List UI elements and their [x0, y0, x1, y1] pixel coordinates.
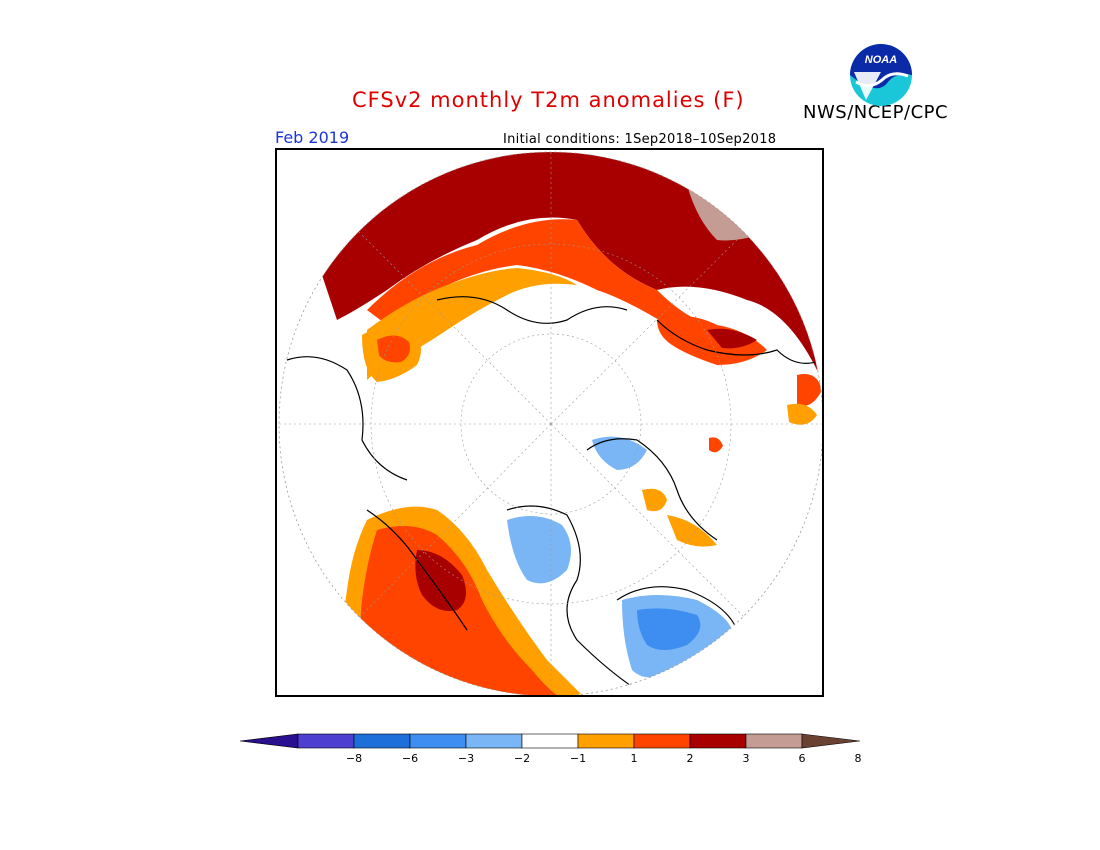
alaska-spot: [709, 437, 723, 453]
scandinavia-warm-core: [377, 335, 410, 363]
noaa-logo: NOAA: [848, 42, 914, 108]
legend-tick-label: −1: [569, 752, 587, 765]
legend-box: [689, 733, 747, 749]
coastlines: [286, 296, 822, 691]
initial-conditions: Initial conditions: 1Sep2018–10Sep2018: [503, 132, 777, 147]
legend-box: [633, 733, 691, 749]
graticule: [279, 152, 822, 695]
legend-arrow-high: [801, 733, 861, 749]
legend-tick-label: 8: [854, 752, 862, 765]
legend-box: [465, 733, 523, 749]
agency-credit: NWS/NCEP/CPC: [803, 102, 949, 123]
legend-tick-label: 3: [742, 752, 750, 765]
bering-warm-2: [787, 403, 817, 425]
nova-scotia-warm: [667, 515, 717, 547]
noaa-logo-text: NOAA: [865, 54, 897, 66]
legend-arrow-low: [239, 733, 299, 749]
legend-box: [577, 733, 635, 749]
north-pacific-dark: [707, 328, 757, 349]
color-legend: [239, 732, 861, 752]
legend-box: [521, 733, 579, 749]
legend-box: [297, 733, 355, 749]
canadian-archipelago-cool: [507, 516, 571, 584]
legend-tick-label: −2: [513, 752, 531, 765]
legend-tick-label: 6: [798, 752, 806, 765]
legend-tick-label: 1: [630, 752, 638, 765]
hudson-bay-cool-core: [637, 608, 701, 650]
legend-tick-label: −6: [401, 752, 419, 765]
bering-warm: [797, 374, 822, 406]
polar-map: [275, 148, 824, 697]
legend-box: [409, 733, 467, 749]
anomaly-field: [279, 152, 822, 695]
chart-title: CFSv2 monthly T2m anomalies (F): [352, 88, 745, 112]
north-pacific-warm: [657, 316, 767, 365]
legend-tick-label: 2: [686, 752, 694, 765]
legend-box: [745, 733, 803, 749]
greenland-cool: [592, 436, 647, 470]
western-canada-dark: [415, 550, 466, 611]
legend-box: [353, 733, 411, 749]
legend-tick-label: −3: [457, 752, 475, 765]
valid-month: Feb 2019: [275, 128, 350, 147]
legend-tick-label: −8: [345, 752, 363, 765]
eurasia-yellow-band: [367, 268, 577, 380]
greenland-warm-edge: [642, 488, 667, 512]
